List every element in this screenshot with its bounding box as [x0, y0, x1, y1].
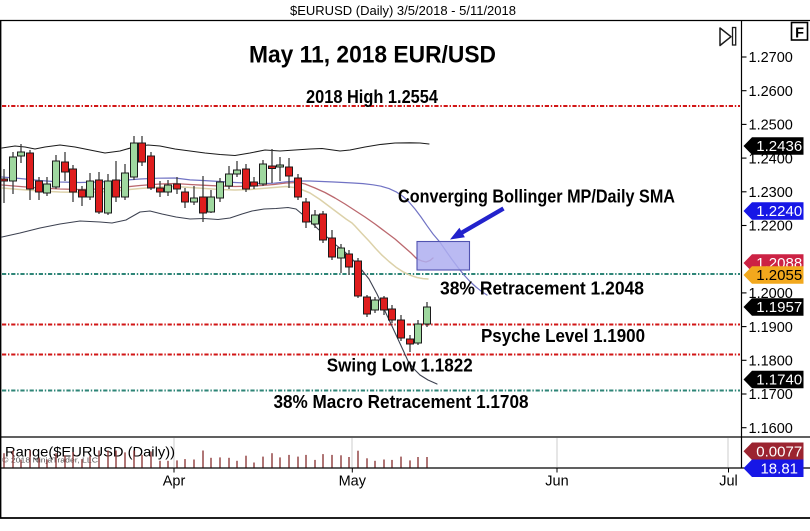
svg-text:1.2436: 1.2436 — [756, 138, 802, 155]
svg-text:May 11, 2018 EUR/USD: May 11, 2018 EUR/USD — [249, 41, 496, 68]
svg-text:May: May — [339, 474, 367, 490]
svg-text:1.1600: 1.1600 — [749, 421, 793, 437]
svg-text:1.2200: 1.2200 — [749, 219, 793, 235]
svg-text:0.0077: 0.0077 — [756, 443, 802, 460]
svg-text:1.2240: 1.2240 — [756, 203, 802, 220]
svg-text:1.2700: 1.2700 — [749, 50, 793, 66]
svg-text:1.2055: 1.2055 — [756, 267, 802, 284]
svg-text:F: F — [795, 26, 804, 42]
svg-text:1.1900: 1.1900 — [749, 320, 793, 336]
svg-text:© 2018 NinjaTrader, LLC: © 2018 NinjaTrader, LLC — [2, 457, 98, 465]
svg-text:1.2500: 1.2500 — [749, 118, 793, 134]
svg-text:$EURUSD (Daily) 3/5/2018 - 5/: $EURUSD (Daily) 3/5/2018 - 5/11/2018 — [290, 3, 516, 18]
svg-text:1.1700: 1.1700 — [749, 387, 793, 403]
svg-text:2018 High 1.2554: 2018 High 1.2554 — [306, 86, 439, 107]
svg-text:1.2300: 1.2300 — [749, 185, 793, 201]
svg-text:Jul: Jul — [719, 474, 738, 490]
svg-text:Swing Low 1.1822: Swing Low 1.1822 — [327, 354, 473, 375]
svg-text:Jun: Jun — [545, 474, 568, 490]
svg-text:Apr: Apr — [163, 474, 186, 490]
svg-text:1.2000: 1.2000 — [749, 286, 793, 302]
svg-text:38% Retracement 1.2048: 38% Retracement 1.2048 — [440, 277, 644, 298]
svg-text:1.1800: 1.1800 — [749, 354, 793, 370]
svg-text:1.1740: 1.1740 — [756, 372, 802, 389]
svg-text:Range($EURUSD (Daily)): Range($EURUSD (Daily)) — [5, 444, 175, 460]
svg-text:18.81: 18.81 — [760, 461, 798, 478]
svg-text:1.2400: 1.2400 — [749, 151, 793, 167]
svg-text:Converging Bollinger MP/Daily: Converging Bollinger MP/Daily SMA — [398, 186, 675, 207]
svg-text:Psyche Level 1.1900: Psyche Level 1.1900 — [481, 325, 645, 346]
svg-text:1.2600: 1.2600 — [749, 84, 793, 100]
svg-text:1.1957: 1.1957 — [756, 299, 802, 316]
svg-text:38% Macro Retracement 1.1708: 38% Macro Retracement 1.1708 — [274, 391, 529, 412]
